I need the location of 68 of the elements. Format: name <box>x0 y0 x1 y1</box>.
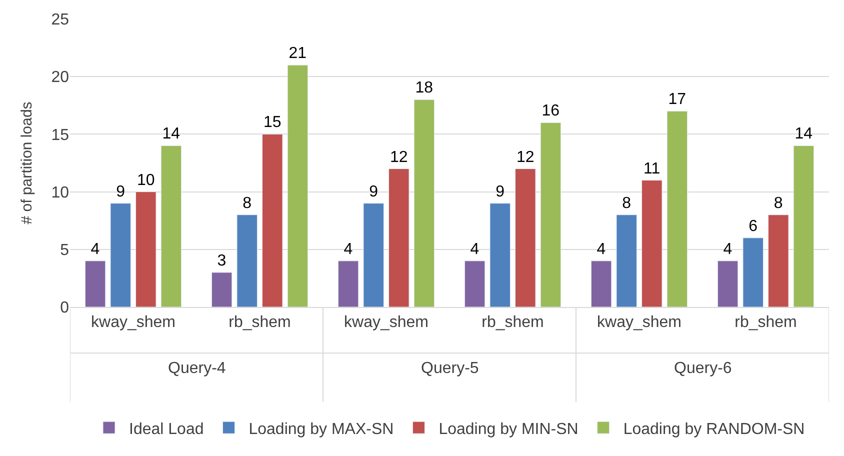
bar <box>160 145 182 307</box>
data-label: 8 <box>622 194 632 212</box>
data-label: 17 <box>668 91 686 108</box>
data-label: 15 <box>263 114 282 132</box>
data-label: 14 <box>162 126 180 143</box>
data-label: 18 <box>415 80 434 97</box>
bar <box>287 64 308 307</box>
x-tick-label: kway_shem <box>344 314 428 332</box>
bar <box>642 180 662 307</box>
y-tick-label: 0 <box>60 300 70 317</box>
data-label: 4 <box>90 240 100 258</box>
data-label: 10 <box>136 172 155 189</box>
bar <box>363 203 384 307</box>
data-label: 4 <box>344 240 353 258</box>
bar <box>236 214 258 307</box>
bar <box>490 203 510 307</box>
data-label: 8 <box>242 194 252 212</box>
data-label: 21 <box>288 45 307 62</box>
bar <box>338 260 359 307</box>
bar <box>464 260 486 307</box>
legend-label: Ideal Load <box>129 420 204 438</box>
text: Query-6 <box>674 360 732 377</box>
bar <box>590 260 612 307</box>
data-label: 11 <box>644 160 660 178</box>
y-axis-title: # of partition loads <box>18 102 36 224</box>
data-label: 9 <box>116 183 126 200</box>
y-tick-label: 10 <box>51 184 70 202</box>
bar <box>84 260 106 307</box>
text: Query-5 <box>421 360 479 377</box>
x-tick-label: rb_shem <box>482 314 544 332</box>
y-tick-label: 5 <box>60 242 70 259</box>
bar <box>768 214 789 307</box>
bar <box>666 110 688 307</box>
data-label: 3 <box>217 252 226 270</box>
data-label: 4 <box>596 240 606 258</box>
y-tick-label: 25 <box>51 12 70 29</box>
legend-label: Loading by RANDOM-SN <box>623 420 805 438</box>
bar <box>388 168 410 307</box>
x-tick-label: rb_shem <box>228 314 291 332</box>
y-tick-label: 15 <box>51 126 70 144</box>
bar <box>136 192 156 307</box>
text: Query-4 <box>168 360 226 377</box>
data-label: 8 <box>774 194 783 212</box>
bar <box>793 145 814 307</box>
data-label: 12 <box>516 148 534 166</box>
data-label: 12 <box>390 148 408 166</box>
data-label: 4 <box>470 240 480 258</box>
data-label: 9 <box>496 183 505 200</box>
bar <box>414 99 435 307</box>
bar <box>540 122 562 307</box>
bar <box>211 272 232 307</box>
data-label: 9 <box>369 183 378 200</box>
x-tick-label: rb_shem <box>734 314 797 332</box>
x-tick-label: kway_shem <box>91 314 176 332</box>
bar <box>717 260 738 307</box>
data-label: 14 <box>794 126 813 143</box>
bar <box>742 238 764 307</box>
data-label: 4 <box>723 240 732 258</box>
x-tick-label: kway_shem <box>597 314 682 332</box>
bar <box>262 134 283 307</box>
bar <box>515 168 536 307</box>
data-label: 6 <box>748 218 758 235</box>
legend-label: Loading by MIN-SN <box>438 420 578 438</box>
legend-label: Loading by MAX-SN <box>248 420 394 438</box>
y-tick-label: 20 <box>51 69 70 86</box>
data-label: 16 <box>542 102 560 120</box>
bar <box>616 214 637 307</box>
bar <box>110 203 131 307</box>
